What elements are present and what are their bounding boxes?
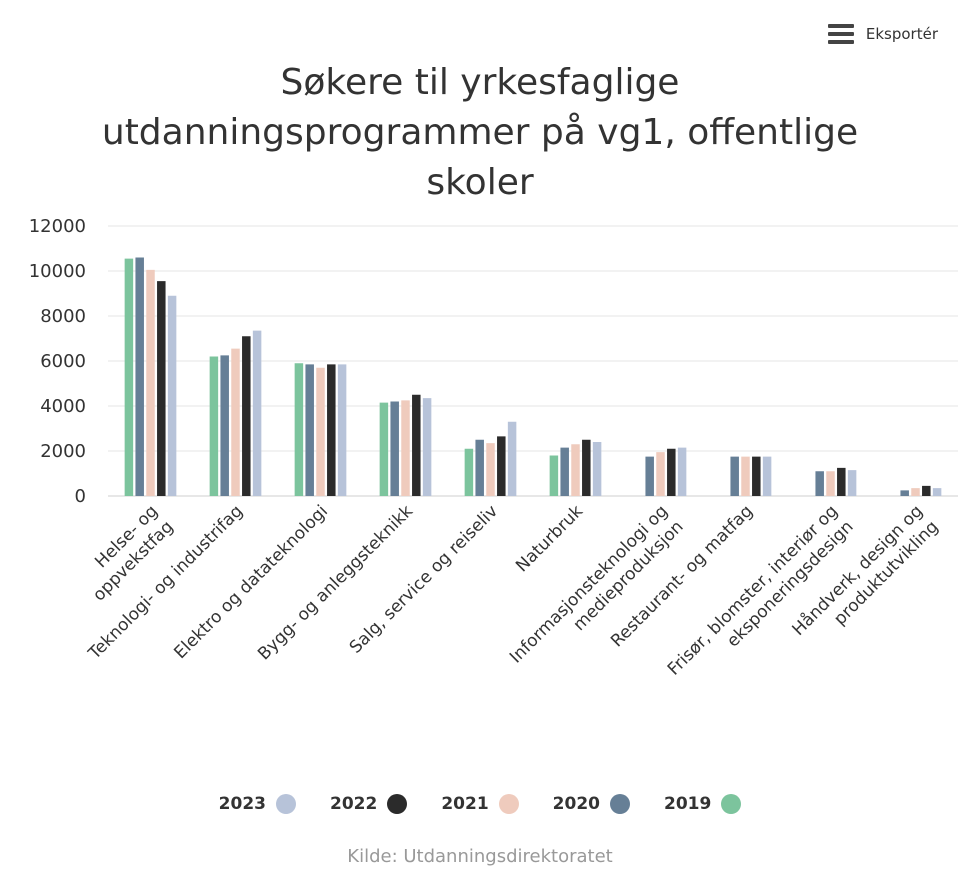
- bar-2021[interactable]: [826, 471, 835, 496]
- x-tick-label: Bygg- og anleggsteknikk: [254, 501, 417, 664]
- legend-item-2020[interactable]: 2020: [553, 794, 630, 814]
- bar-2019[interactable]: [294, 363, 304, 496]
- bar-2021[interactable]: [401, 400, 410, 496]
- bar-2022[interactable]: [752, 456, 761, 496]
- bar-2022[interactable]: [497, 436, 506, 496]
- x-tick-label: Elektro og datateknologi: [170, 501, 332, 663]
- legend-item-2019[interactable]: 2019: [663, 794, 742, 814]
- x-tick-label-line: Bygg- og anleggsteknikk: [254, 501, 417, 664]
- bar-2022[interactable]: [582, 439, 591, 496]
- legend-swatch: [387, 794, 408, 814]
- bar-2022[interactable]: [667, 448, 676, 496]
- y-tick-label: 6000: [40, 351, 86, 372]
- y-axis-labels: 0 2000 4000 6000 8000 10000 12000: [29, 216, 86, 507]
- bar-2021[interactable]: [571, 444, 580, 496]
- bar-2021[interactable]: [231, 348, 240, 496]
- y-tick-label: 10000: [29, 261, 86, 282]
- legend-swatch: [609, 794, 630, 814]
- legend-label: 2020: [552, 794, 600, 814]
- y-tick-label: 8000: [40, 306, 86, 327]
- export-menu-button[interactable]: Eksportér: [827, 24, 938, 44]
- chart-title-line: skoler: [426, 162, 534, 203]
- bar-2021[interactable]: [146, 269, 155, 496]
- bar-2023[interactable]: [932, 488, 942, 496]
- bar-2021[interactable]: [486, 443, 495, 496]
- x-tick-label-line: Elektro og datateknologi: [170, 501, 332, 663]
- y-tick-label: 12000: [29, 216, 86, 237]
- bar-2023[interactable]: [337, 364, 347, 496]
- source-note: Kilde: Utdanningsdirektoratet: [347, 846, 613, 867]
- legend-item-2022[interactable]: 2022: [330, 794, 408, 814]
- legend-label: 2019: [663, 794, 712, 814]
- x-tick-label-line: Informasjonsteknologi og: [506, 501, 672, 667]
- bar-2023[interactable]: [167, 295, 177, 496]
- bar-2020[interactable]: [135, 257, 144, 497]
- x-tick-label: Naturbruk: [512, 501, 587, 576]
- bar-2021[interactable]: [741, 456, 750, 496]
- bar-2023[interactable]: [422, 398, 432, 496]
- hamburger-menu-icon: [827, 24, 854, 44]
- bar-2019[interactable]: [549, 455, 559, 497]
- bar-2020[interactable]: [900, 490, 909, 496]
- bar-2022[interactable]: [327, 364, 336, 496]
- bar-2020[interactable]: [475, 439, 484, 496]
- chart-title-line: Søkere til yrkesfaglige: [280, 62, 680, 103]
- bar-2019[interactable]: [379, 402, 389, 496]
- bar-2022[interactable]: [837, 467, 846, 496]
- legend-label: 2022: [330, 794, 378, 814]
- chart-title: Søkere til yrkesfaglige utdanningsprogra…: [40, 58, 920, 208]
- legend-swatch: [276, 794, 296, 814]
- bar-2020[interactable]: [815, 471, 824, 496]
- bar-2023[interactable]: [252, 330, 262, 496]
- bar-2023[interactable]: [677, 447, 687, 496]
- legend-label: 2023: [218, 794, 266, 814]
- legend-swatch: [498, 794, 519, 814]
- y-tick-label: 2000: [40, 441, 86, 462]
- bar-2023[interactable]: [507, 421, 517, 496]
- bar-2019[interactable]: [464, 448, 474, 496]
- bar-2022[interactable]: [157, 281, 166, 496]
- bar-2022[interactable]: [242, 336, 251, 496]
- bar-2021[interactable]: [316, 367, 325, 496]
- x-tick-label: Salg, service og reiseliv: [346, 501, 502, 657]
- bar-2020[interactable]: [220, 355, 229, 496]
- bar-2019[interactable]: [124, 258, 134, 496]
- chart-legend: 2023 2022 2021 2020 2019: [0, 794, 960, 814]
- bar-2022[interactable]: [412, 394, 421, 496]
- bar-2020[interactable]: [390, 401, 399, 497]
- bar-chart: 0 2000 4000 6000 8000 10000 12000 Helse- ogopp…: [29, 216, 958, 680]
- bar-2022[interactable]: [922, 485, 931, 496]
- bar-2020[interactable]: [560, 447, 569, 496]
- bar-2023[interactable]: [592, 442, 602, 496]
- bar-2021[interactable]: [656, 452, 665, 496]
- legend-item-2023[interactable]: 2023: [219, 794, 296, 814]
- export-label: Eksportér: [865, 25, 938, 43]
- chart-title-line: utdanningsprogrammer på vg1, offentlige: [101, 112, 859, 153]
- legend-swatch: [721, 794, 742, 814]
- bar-2023[interactable]: [847, 470, 857, 496]
- bar-2021[interactable]: [911, 488, 920, 496]
- bar-series: [124, 257, 942, 497]
- bar-2020[interactable]: [730, 456, 739, 496]
- x-tick-label-line: Naturbruk: [512, 501, 587, 576]
- legend-label: 2021: [441, 794, 489, 814]
- bar-2020[interactable]: [305, 364, 314, 496]
- y-tick-label: 4000: [40, 396, 86, 417]
- legend-item-2021[interactable]: 2021: [441, 794, 519, 814]
- x-tick-label-line: Frisør, blomster, interiør og: [664, 501, 842, 679]
- y-tick-label: 0: [75, 486, 86, 507]
- bar-2023[interactable]: [762, 456, 772, 496]
- x-tick-label-line: Salg, service og reiseliv: [346, 501, 502, 657]
- bar-2020[interactable]: [645, 456, 654, 496]
- bar-2019[interactable]: [209, 356, 219, 497]
